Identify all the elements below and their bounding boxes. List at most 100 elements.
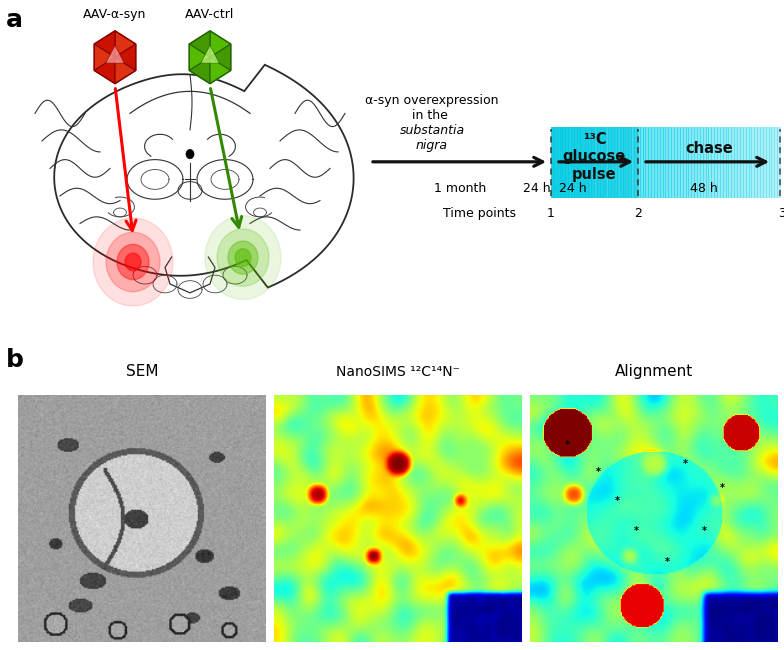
Bar bbox=[749, 127, 753, 198]
Bar bbox=[585, 127, 586, 198]
Bar bbox=[561, 127, 563, 198]
Bar bbox=[614, 127, 616, 198]
Bar bbox=[751, 127, 755, 198]
Bar bbox=[617, 127, 619, 198]
Bar bbox=[588, 127, 590, 198]
Bar bbox=[613, 127, 615, 198]
Bar bbox=[568, 127, 572, 198]
Bar bbox=[579, 127, 583, 198]
Bar bbox=[628, 127, 632, 198]
Polygon shape bbox=[189, 31, 210, 57]
Bar bbox=[551, 127, 553, 198]
Bar bbox=[552, 127, 554, 198]
Bar bbox=[575, 127, 577, 198]
Bar bbox=[619, 127, 620, 198]
Bar bbox=[607, 127, 608, 198]
Circle shape bbox=[125, 254, 141, 271]
Bar bbox=[572, 127, 574, 198]
Polygon shape bbox=[210, 31, 230, 57]
Bar bbox=[615, 127, 617, 198]
Text: *: * bbox=[615, 495, 620, 506]
Bar bbox=[573, 127, 575, 198]
Text: α-syn overexpression
in the: α-syn overexpression in the bbox=[365, 94, 499, 122]
Bar bbox=[633, 127, 635, 198]
Bar bbox=[601, 127, 603, 198]
Bar bbox=[680, 127, 684, 198]
Bar bbox=[576, 127, 578, 198]
Bar bbox=[587, 127, 589, 198]
Bar bbox=[588, 127, 592, 198]
Bar bbox=[610, 127, 612, 198]
Bar bbox=[583, 127, 586, 198]
Bar bbox=[597, 127, 599, 198]
Text: 2: 2 bbox=[634, 207, 642, 220]
Bar bbox=[608, 127, 612, 198]
Text: *: * bbox=[633, 526, 638, 536]
Bar bbox=[565, 127, 569, 198]
Bar bbox=[577, 127, 581, 198]
Bar bbox=[622, 127, 624, 198]
Bar bbox=[694, 127, 698, 198]
Bar bbox=[560, 127, 564, 198]
Text: 1 month: 1 month bbox=[434, 181, 487, 194]
Polygon shape bbox=[94, 44, 115, 70]
Bar bbox=[597, 127, 601, 198]
Text: b: b bbox=[6, 348, 24, 372]
Bar bbox=[593, 127, 596, 198]
Bar bbox=[614, 127, 618, 198]
Bar bbox=[777, 127, 781, 198]
Text: NanoSIMS ¹²C¹⁴N⁻: NanoSIMS ¹²C¹⁴N⁻ bbox=[336, 365, 460, 379]
Polygon shape bbox=[54, 65, 354, 287]
Bar bbox=[660, 127, 663, 198]
Text: Time points: Time points bbox=[444, 207, 517, 220]
Bar bbox=[551, 127, 555, 198]
Polygon shape bbox=[210, 44, 230, 70]
Circle shape bbox=[205, 216, 281, 300]
Text: 48 h: 48 h bbox=[690, 181, 718, 194]
Polygon shape bbox=[115, 57, 136, 84]
Bar bbox=[631, 127, 633, 198]
Bar bbox=[706, 127, 710, 198]
Bar bbox=[626, 127, 628, 198]
Bar bbox=[579, 127, 582, 198]
Bar bbox=[578, 127, 580, 198]
Bar bbox=[600, 127, 602, 198]
Bar bbox=[591, 127, 593, 198]
Bar bbox=[626, 127, 630, 198]
Bar bbox=[571, 127, 572, 198]
Bar bbox=[740, 127, 744, 198]
Bar bbox=[603, 127, 605, 198]
Bar bbox=[574, 127, 578, 198]
Bar bbox=[603, 127, 606, 198]
Bar bbox=[555, 127, 557, 198]
Bar bbox=[622, 127, 625, 198]
Bar bbox=[560, 127, 562, 198]
Bar bbox=[720, 127, 724, 198]
Polygon shape bbox=[115, 44, 136, 70]
Bar bbox=[742, 127, 746, 198]
Bar bbox=[619, 127, 622, 198]
Text: 24 h: 24 h bbox=[523, 181, 551, 194]
Polygon shape bbox=[210, 57, 230, 84]
Bar bbox=[700, 127, 704, 198]
Bar bbox=[666, 127, 670, 198]
Bar bbox=[683, 127, 687, 198]
Bar bbox=[691, 127, 695, 198]
Bar bbox=[711, 127, 715, 198]
Bar bbox=[702, 127, 706, 198]
Bar bbox=[766, 127, 770, 198]
Bar bbox=[654, 127, 658, 198]
Text: substantia
nigra: substantia nigra bbox=[399, 124, 465, 152]
Bar bbox=[640, 127, 644, 198]
Bar bbox=[593, 127, 594, 198]
Text: chase: chase bbox=[685, 141, 733, 156]
Bar bbox=[568, 127, 571, 198]
Bar bbox=[643, 127, 647, 198]
Text: 3: 3 bbox=[778, 207, 784, 220]
Bar bbox=[648, 127, 652, 198]
Bar bbox=[657, 127, 661, 198]
Bar bbox=[602, 127, 604, 198]
Bar bbox=[600, 127, 604, 198]
Bar bbox=[594, 127, 597, 198]
Bar bbox=[583, 127, 585, 198]
